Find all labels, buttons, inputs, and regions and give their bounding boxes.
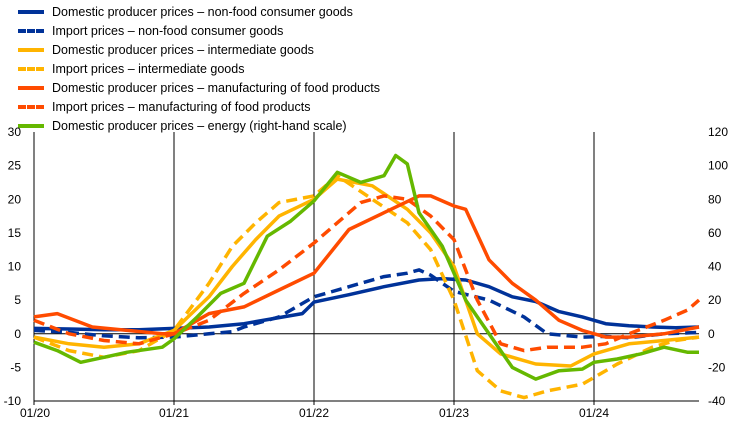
- legend-entry-5: Domestic producer prices – manufacturing…: [18, 78, 380, 97]
- legend-entry-4: Import prices – intermediate goods: [18, 59, 380, 78]
- series-line-1: [33, 276, 700, 332]
- legend-swatch: [18, 28, 44, 33]
- y-tick-label-left: 30: [8, 125, 22, 139]
- legend-label: Domestic producer prices – intermediate …: [52, 42, 314, 57]
- y-tick-label-right: 20: [708, 293, 722, 307]
- legend-entry-2: Import prices – non-food consumer goods: [18, 21, 380, 40]
- y-tick-label-left: 5: [14, 293, 21, 307]
- y-tick-label-left: 0: [14, 327, 21, 341]
- legend-swatch: [18, 85, 44, 90]
- y-tick-label-right: 60: [708, 226, 722, 240]
- x-tick-label: 01/23: [439, 406, 469, 420]
- y-tick-label-left: 10: [8, 260, 22, 274]
- series-line-4: [33, 173, 700, 400]
- series-line-6: [33, 194, 701, 353]
- legend-entry-3: Domestic producer prices – intermediate …: [18, 40, 380, 59]
- legend-label: Import prices – manufacturing of food pr…: [52, 99, 311, 114]
- chart-series: [33, 153, 701, 400]
- legend-label: Domestic producer prices – manufacturing…: [52, 80, 380, 95]
- legend-swatch: [18, 104, 44, 109]
- y-tick-label-right: 100: [708, 159, 728, 173]
- y-tick-label-right: 80: [708, 192, 722, 206]
- y-tick-label-right: 0: [708, 327, 715, 341]
- x-tick-label: 01/22: [299, 406, 329, 420]
- y-tick-label-left: 15: [8, 226, 22, 240]
- chart-axes: 30 25 20 15 10 5 0 -5 -10 120 100 80 60 40 20 0 -20 -40 01…: [4, 125, 729, 420]
- legend-label: Domestic producer prices – non-food cons…: [52, 4, 353, 19]
- legend-swatch: [18, 9, 44, 14]
- y-tick-label-right: 120: [708, 125, 728, 139]
- series-line-3: [33, 177, 700, 368]
- series-line-2: [33, 268, 700, 340]
- legend-entry-1: Domestic producer prices – non-food cons…: [18, 2, 380, 21]
- legend-label: Import prices – intermediate goods: [52, 61, 245, 76]
- series-line-7: [33, 153, 699, 381]
- legend-entry-7: Domestic producer prices – energy (right…: [18, 116, 380, 135]
- legend-label: Domestic producer prices – energy (right…: [52, 118, 347, 133]
- legend-swatch: [18, 66, 44, 71]
- x-tick-label: 01/20: [20, 406, 50, 420]
- y-tick-label-right: -20: [708, 360, 726, 374]
- y-tick-label-right: 40: [708, 260, 722, 274]
- series-line-5: [33, 194, 700, 339]
- legend-swatch: [18, 123, 44, 128]
- x-tick-label: 01/21: [159, 406, 189, 420]
- legend-swatch: [18, 47, 44, 52]
- y-tick-label-right: -40: [708, 394, 726, 408]
- y-tick-label-left: -10: [4, 394, 22, 408]
- legend-entry-6: Import prices – manufacturing of food pr…: [18, 97, 380, 116]
- x-tick-label: 01/24: [579, 406, 609, 420]
- y-tick-label-left: 25: [8, 159, 22, 173]
- y-tick-label-left: -5: [10, 360, 21, 374]
- y-tick-label-left: 20: [8, 192, 22, 206]
- chart-legend: Domestic producer prices – non-food cons…: [18, 2, 380, 135]
- legend-label: Import prices – non-food consumer goods: [52, 23, 284, 38]
